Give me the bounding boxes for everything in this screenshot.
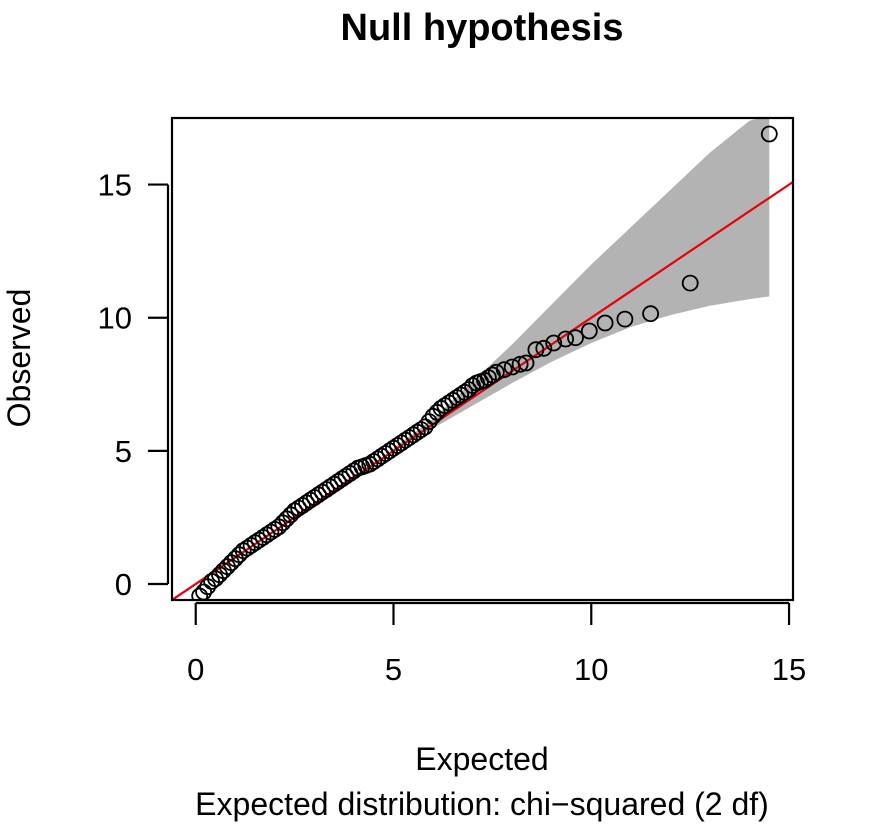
- data-point: [535, 339, 553, 357]
- data-point: [580, 322, 598, 340]
- x-tick-label: 15: [772, 652, 806, 687]
- data-point: [487, 363, 505, 381]
- chart-subtitle: Expected distribution: chi−squared (2 df…: [195, 786, 769, 822]
- data-point: [557, 330, 574, 348]
- data-point: [681, 274, 699, 292]
- data-points: [191, 125, 778, 600]
- x-axis-label: Expected: [415, 741, 548, 777]
- confidence-band: [393, 118, 770, 451]
- chart-title: Null hypothesis: [341, 7, 624, 49]
- data-point: [616, 310, 634, 328]
- x-tick-label: 0: [187, 652, 204, 687]
- data-point: [760, 125, 778, 143]
- data-point: [545, 334, 563, 352]
- y-tick-label: 0: [115, 567, 132, 602]
- x-tick-label: 5: [385, 652, 402, 687]
- y-axis-label: Observed: [1, 289, 37, 428]
- data-point: [191, 587, 209, 600]
- data-point: [642, 305, 659, 323]
- data-point: [567, 329, 584, 347]
- plot-frame: [170, 116, 795, 602]
- data-point: [495, 361, 513, 379]
- y-tick-label: 10: [98, 301, 132, 336]
- x-tick-label: 10: [574, 652, 608, 687]
- data-point: [527, 341, 545, 359]
- x-axis: 0 5 10 15: [187, 601, 806, 687]
- y-tick-label: 15: [98, 168, 132, 203]
- data-point: [517, 354, 535, 372]
- y-axis: 0 5 10 15: [98, 168, 170, 602]
- data-point: [416, 418, 434, 436]
- data-point: [511, 355, 529, 373]
- data-point: [596, 314, 614, 332]
- y-tick-label: 5: [115, 434, 132, 469]
